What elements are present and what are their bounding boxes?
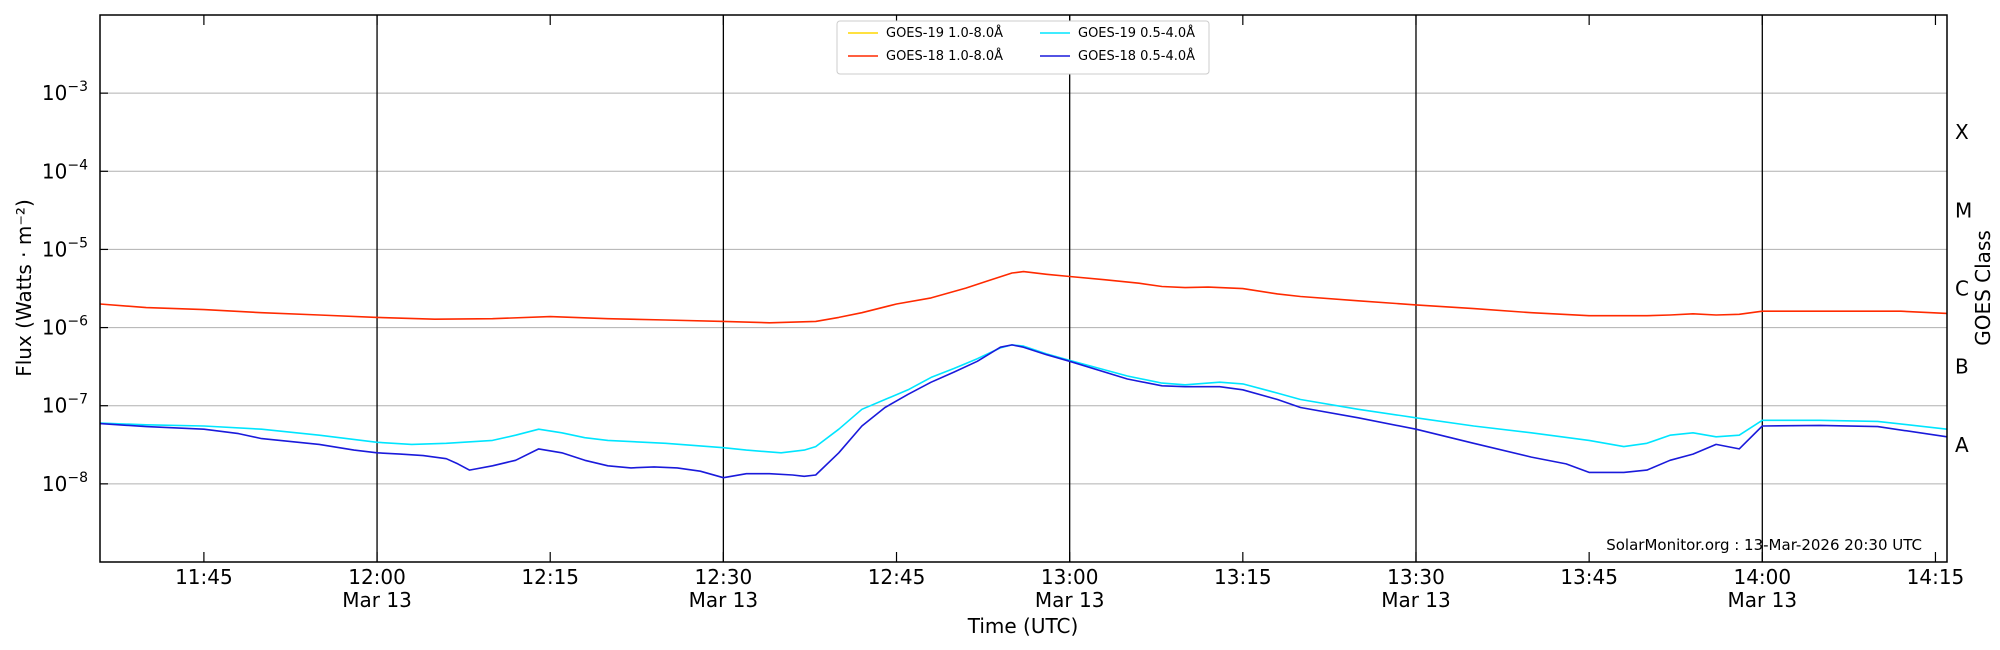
goes-class-label: C bbox=[1955, 277, 1969, 301]
legend: GOES-19 1.0-8.0Å GOES-18 1.0-8.0Å GOES-19 … bbox=[836, 20, 1210, 75]
y-tick-label: 10−5 bbox=[42, 235, 88, 261]
series-line-3 bbox=[99, 344, 1948, 479]
y-tick-label: 10−8 bbox=[42, 470, 88, 496]
x-axis-title: Time (UTC) bbox=[967, 614, 1079, 638]
goes-class-label: M bbox=[1955, 198, 1972, 222]
x-tick-sublabel: Mar 13 bbox=[1728, 588, 1798, 612]
goes-class-label: X bbox=[1955, 120, 1969, 144]
x-tick-label: 13:30 bbox=[1387, 565, 1445, 589]
y-tick-label: 10−4 bbox=[42, 157, 88, 183]
goes-class-label: B bbox=[1955, 355, 1969, 379]
x-tick-sublabel: Mar 13 bbox=[342, 588, 412, 612]
x-tick-sublabel: Mar 13 bbox=[1035, 588, 1105, 612]
x-tick-label: 11:45 bbox=[175, 565, 233, 589]
legend-entry: GOES-18 1.0-8.0Å bbox=[886, 48, 1003, 64]
x-tick-label: 12:00 bbox=[348, 565, 406, 589]
legend-entry: GOES-18 0.5-4.0Å bbox=[1078, 48, 1195, 64]
y-tick-label: 10−7 bbox=[42, 392, 88, 418]
x-tick-sublabel: Mar 13 bbox=[1381, 588, 1451, 612]
y-axis-ticks: 10−8 10−7 10−6 10−5 10−4 10−3 bbox=[42, 79, 108, 496]
x-tick-label: 13:15 bbox=[1214, 565, 1272, 589]
x-tick-label: 12:45 bbox=[868, 565, 926, 589]
y-tick-label: 10−3 bbox=[42, 79, 88, 105]
series-lines bbox=[99, 270, 1948, 479]
y-axis-title: Flux (Watts · m⁻²) bbox=[12, 199, 36, 377]
plot-frame bbox=[99, 14, 1948, 563]
x-tick-label: 12:30 bbox=[695, 565, 753, 589]
x-tick-label: 14:00 bbox=[1733, 565, 1791, 589]
series-line-1 bbox=[99, 270, 1948, 324]
credit-text: SolarMonitor.org : 13-Mar-2026 20:30 UTC bbox=[1606, 536, 1922, 554]
legend-box bbox=[836, 20, 1210, 75]
y-tick-label: 10−6 bbox=[42, 314, 88, 340]
legend-entry: GOES-19 0.5-4.0Å bbox=[1078, 25, 1195, 41]
x-tick-label: 14:15 bbox=[1907, 565, 1965, 589]
x-tick-sublabel: Mar 13 bbox=[689, 588, 759, 612]
hour-marker-lines bbox=[376, 15, 1763, 562]
x-tick-label: 12:15 bbox=[521, 565, 579, 589]
right-axis-title: GOES Class bbox=[1971, 230, 1995, 346]
grid-lines bbox=[100, 92, 1947, 485]
x-tick-label: 13:00 bbox=[1041, 565, 1099, 589]
series-line-2 bbox=[99, 344, 1948, 454]
legend-entry: GOES-19 1.0-8.0Å bbox=[886, 25, 1003, 41]
goes-class-label: A bbox=[1955, 433, 1969, 457]
goes-class-labels: A B C M X bbox=[1955, 120, 1972, 457]
x-tick-label: 13:45 bbox=[1560, 565, 1618, 589]
